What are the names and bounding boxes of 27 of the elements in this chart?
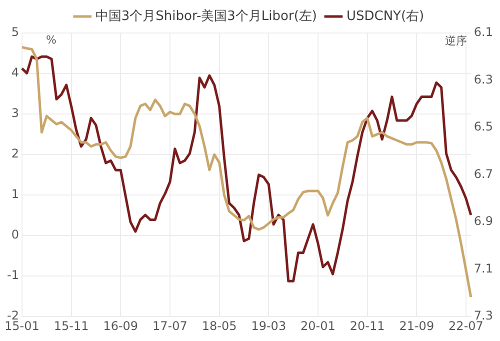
- y2-tick-label: 6.7: [474, 166, 494, 181]
- legend-label: USDCNY(右): [346, 8, 424, 24]
- y-tick-label: 3: [11, 106, 19, 120]
- x-tick-label: 21-09: [399, 318, 434, 333]
- y-tick-label: 4: [11, 66, 19, 80]
- y-tick-label: 5: [11, 25, 19, 40]
- y2-tick-label: 6.3: [474, 72, 494, 86]
- y2-tick-label: 6.1: [474, 25, 494, 40]
- x-tick-label: 19-03: [251, 318, 286, 333]
- legend-label: 中国3个月Shibor-美国3个月Libor(左): [95, 8, 317, 24]
- x-tick-label: 20-11: [350, 318, 385, 333]
- y2-axis-title: 逆序: [444, 34, 467, 48]
- x-tick-label: 15-11: [54, 318, 89, 333]
- y-tick-label: 1: [11, 187, 19, 202]
- y-tick-label: 2: [11, 146, 19, 161]
- x-tick-label: 17-07: [152, 318, 188, 333]
- y-tick-label: -1: [6, 268, 19, 282]
- y2-tick-label: 6.5: [474, 120, 494, 134]
- x-tick-label: 18-05: [202, 318, 237, 333]
- x-tick-label: 22-07: [448, 318, 484, 333]
- x-tick-label: 20-01: [300, 318, 336, 333]
- y-tick-label: 0: [11, 228, 19, 242]
- x-tick-label: 15-01: [4, 318, 40, 333]
- y2-tick-label: 7.1: [474, 261, 494, 276]
- y2-tick-label: 6.9: [474, 214, 494, 228]
- y-axis-title: %: [46, 33, 56, 46]
- x-tick-label: 16-09: [103, 318, 138, 333]
